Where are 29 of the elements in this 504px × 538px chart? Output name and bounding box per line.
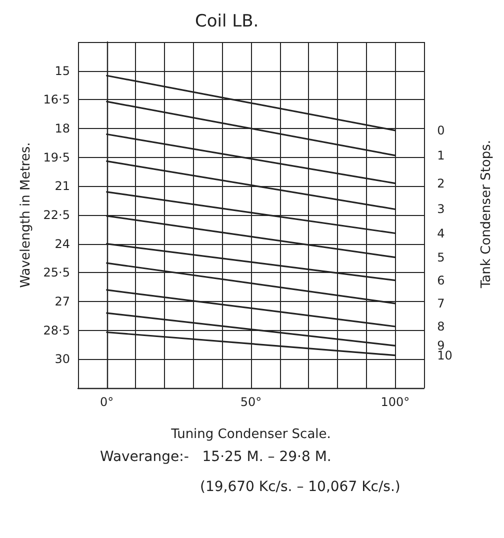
text: 7 [437,296,445,310]
x-tick-label: 0° [100,395,114,409]
x-tick-label: 50° [240,395,262,409]
text: 0 [437,123,445,138]
text: 2 [437,176,445,190]
text: 4 [437,226,445,240]
y-tick-label: 28·5 [43,323,70,338]
y-tick-label: 30 [54,352,70,366]
x-tick-label: 100° [380,395,410,409]
y-tick-label: 22·5 [43,208,70,222]
text: 5 [437,250,445,264]
y-tick-label: 16·5 [43,92,70,107]
text: Waverange:- 15·25 M. – 29·8 M. [100,449,332,465]
y-tick-label: 24 [54,236,70,251]
y-tick-label: 25·5 [43,266,70,280]
y-tick-label: 15 [54,64,70,78]
text: 6 [437,273,445,288]
chart-title: Coil LB. [195,12,259,32]
x-axis-title: Tuning Condenser Scale. [170,427,331,442]
text: (19,670 Kc/s. – 10,067 Kc/s.) [200,479,400,495]
y-tick-label: 27 [54,294,70,308]
y-tick-label: 19·5 [43,150,70,164]
text: 1 [437,148,445,162]
y-axis-title: Wavelength in Metres. [18,142,34,288]
y2-axis-title: Tank Condenser Stops. [479,140,494,290]
y-tick-label: 18 [54,122,70,136]
text: 3 [437,202,445,216]
text: 8 [437,319,445,334]
y-tick-label: 21 [54,179,70,194]
